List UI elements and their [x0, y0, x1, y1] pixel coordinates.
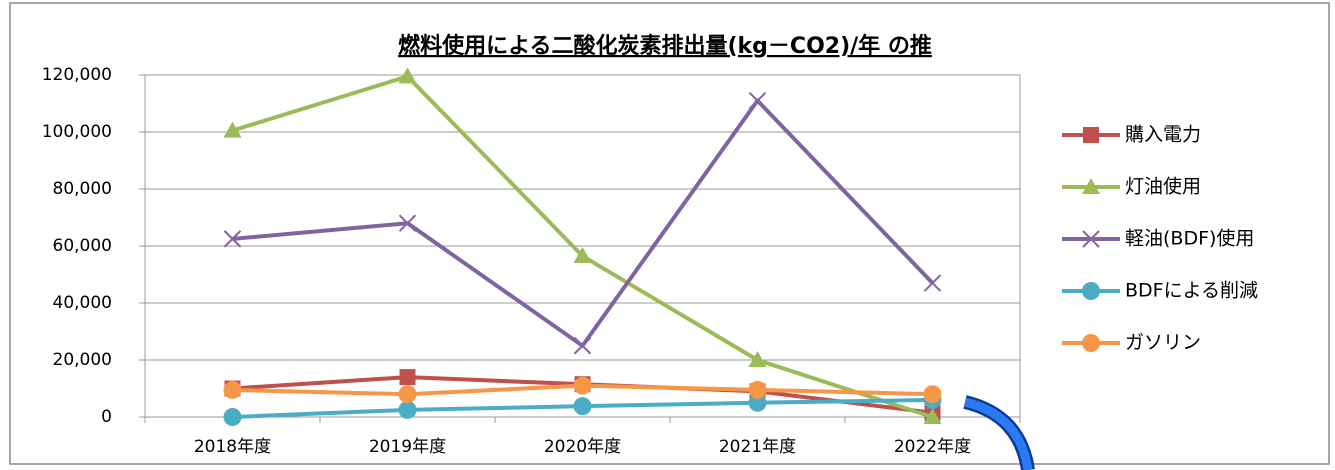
x-tick-label: 2020年度	[544, 437, 621, 457]
legend-label: 購入電力	[1125, 124, 1201, 146]
x-tick-label: 2022年度	[894, 437, 971, 457]
y-tick-label: 80,000	[53, 179, 112, 199]
legend-marker	[1082, 282, 1100, 300]
marker	[923, 274, 942, 292]
marker	[223, 408, 242, 426]
legend-label: ガソリン	[1125, 332, 1201, 354]
y-tick-label: 0	[101, 407, 112, 427]
marker	[573, 397, 592, 416]
marker	[399, 369, 416, 386]
legend-label: BDFによる削減	[1125, 280, 1258, 302]
marker	[223, 380, 242, 399]
marker	[573, 337, 592, 355]
marker	[398, 214, 417, 232]
marker	[748, 351, 767, 367]
marker	[573, 376, 592, 395]
plot: 0 20,000 40,000 60,000 80,000 100,000 120,000 2…	[42, 65, 1258, 457]
legend-label: 灯油使用	[1125, 176, 1201, 198]
chart-title: 燃料使用による二酸化炭素排出量(kg－CO2)/年 の推	[398, 33, 932, 59]
marker	[748, 91, 767, 110]
legend-label: 軽油(BDF)使用	[1125, 228, 1254, 250]
y-tick-label: 40,000	[53, 293, 112, 313]
legend-marker	[1082, 334, 1100, 352]
y-tick-label: 60,000	[53, 236, 112, 256]
marker	[223, 230, 242, 248]
marker	[398, 67, 417, 84]
marker	[923, 385, 942, 404]
x-tick-label: 2018年度	[194, 437, 271, 457]
marker	[398, 400, 417, 419]
marker	[748, 380, 767, 399]
y-tick-label: 120,000	[42, 65, 112, 85]
legend-marker	[1082, 178, 1100, 194]
marker	[573, 246, 592, 263]
marker	[748, 393, 767, 412]
x-tick-label: 2021年度	[719, 437, 796, 457]
marker	[398, 385, 417, 404]
y-tick-label: 100,000	[42, 122, 112, 142]
y-tick-label: 20,000	[53, 350, 112, 370]
legend-marker	[1083, 127, 1099, 143]
marker	[223, 121, 242, 138]
x-tick-label: 2019年度	[369, 437, 446, 457]
arrow-shape	[963, 397, 1033, 470]
legend-marker	[1082, 230, 1100, 248]
marker	[923, 408, 942, 424]
